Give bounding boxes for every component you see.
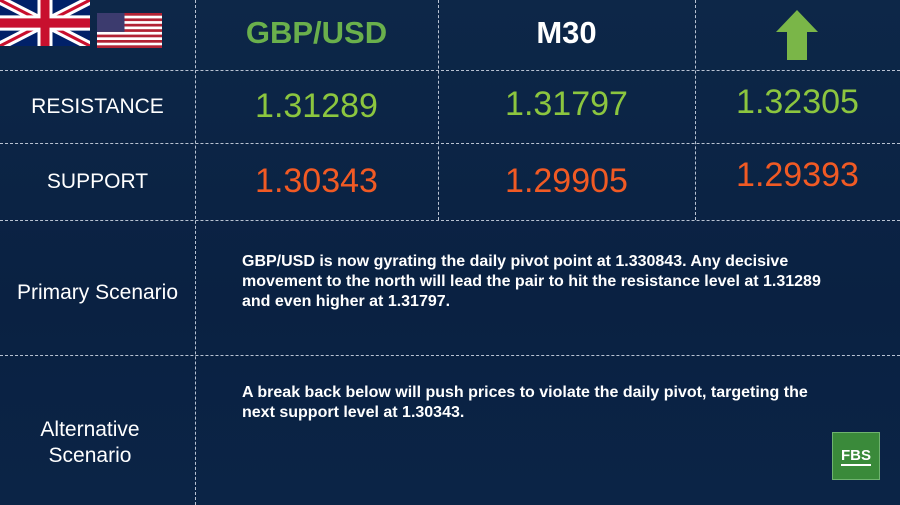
divider — [695, 0, 696, 220]
divider — [0, 355, 900, 356]
up-arrow — [776, 10, 818, 60]
pair: GBP/USD — [245, 15, 388, 50]
support-level: 1.29905 — [505, 162, 628, 200]
scenario-text: A break back below will push prices to v… — [242, 384, 808, 421]
timeframe: M30 — [536, 15, 597, 50]
resistance-level: 1.31289 — [255, 87, 378, 125]
uk-flag — [0, 0, 90, 46]
logo-text: FBS — [841, 446, 871, 466]
row-label: Primary Scenario — [16, 281, 179, 304]
support-level: 1.29393 — [736, 156, 859, 194]
divider — [0, 220, 900, 221]
resistance-level: 1.31797 — [505, 85, 628, 123]
divider — [0, 143, 900, 144]
scenario-text: GBP/USD is now gyrating the daily pivot … — [242, 253, 821, 310]
resistance-level: 1.32305 — [736, 83, 859, 121]
us-flag — [97, 13, 162, 48]
row-label: Alternative Scenario — [40, 417, 140, 467]
divider — [0, 70, 900, 71]
row-label: RESISTANCE — [31, 94, 164, 118]
logo: FBS — [832, 432, 880, 480]
divider — [195, 0, 196, 505]
divider — [438, 0, 439, 220]
row-label: SUPPORT — [46, 169, 149, 193]
support-level: 1.30343 — [255, 162, 378, 200]
